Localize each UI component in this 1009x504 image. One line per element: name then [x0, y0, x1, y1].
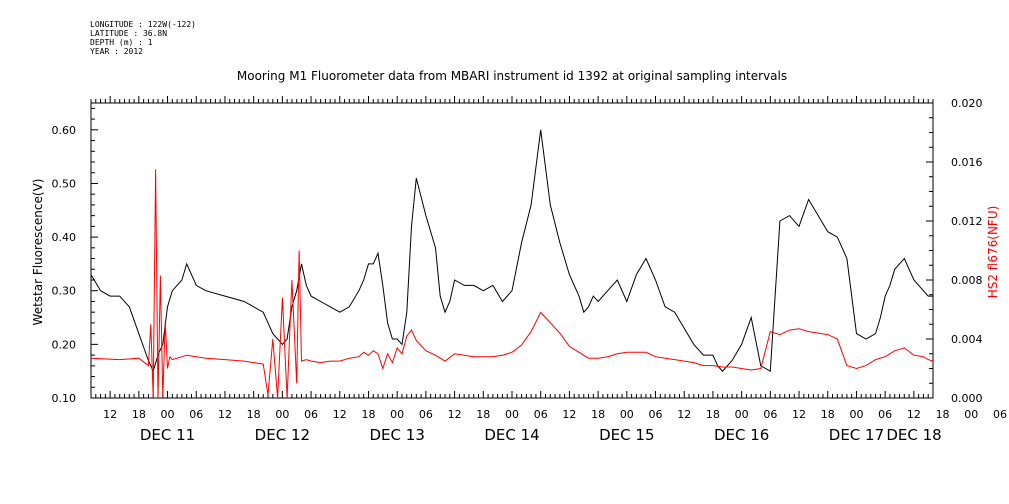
- x-tick-label: 06: [763, 408, 777, 421]
- y-tick-label-right: 0.000: [951, 392, 983, 405]
- x-tick-label: 12: [562, 408, 576, 421]
- x-tick-label: 00: [505, 408, 519, 421]
- date-label: DEC 18: [886, 426, 941, 444]
- date-label: DEC 12: [255, 426, 310, 444]
- x-tick-label: 18: [591, 408, 605, 421]
- y-axis-label-left: Wetstar Fluorescence(V): [31, 179, 45, 326]
- x-tick-label: 00: [620, 408, 634, 421]
- x-tick-label: 06: [878, 408, 892, 421]
- x-tick-label: 12: [448, 408, 462, 421]
- year-label: YEAR : 2012: [90, 47, 143, 56]
- y-tick-label-left: 0.20: [52, 338, 77, 351]
- x-tick-label: 12: [792, 408, 806, 421]
- series-lines: [90, 129, 934, 399]
- axis-ticks: [90, 96, 934, 399]
- y-tick-label-left: 0.50: [52, 177, 77, 190]
- x-tick-label: 06: [189, 408, 203, 421]
- x-tick-label: 18: [132, 408, 146, 421]
- date-label: DEC 13: [370, 426, 425, 444]
- longitude-label: LONGITUDE : 122W(-122): [90, 20, 196, 29]
- wetstar-fluorescence-line: [90, 129, 933, 373]
- y-axis-label-right: HS2 fl676(NFU): [986, 206, 1000, 299]
- y-tick-label-left: 0.40: [52, 231, 77, 244]
- date-label: DEC 15: [599, 426, 654, 444]
- date-label: DEC 11: [140, 426, 195, 444]
- x-tick-label: 12: [103, 408, 117, 421]
- x-tick-label: 18: [821, 408, 835, 421]
- y-tick-label-left: 0.30: [52, 285, 77, 298]
- x-tick-label: 18: [706, 408, 720, 421]
- x-tick-label: 00: [964, 408, 978, 421]
- x-tick-label: 12: [218, 408, 232, 421]
- y-tick-label-right: 0.008: [951, 274, 983, 287]
- x-tick-label: 12: [677, 408, 691, 421]
- latitude-label: LATITUDE : 36.8N: [90, 29, 168, 38]
- x-tick-label: 18: [247, 408, 261, 421]
- y-tick-label-right: 0.020: [951, 97, 983, 110]
- y-tick-label-right: 0.012: [951, 215, 983, 228]
- axis-tick-labels: 12 18 00 06 12 18 00 06 12 18 00 06 12 18 00 06 12 18 00 06…: [52, 97, 1007, 444]
- x-tick-label: 06: [993, 408, 1007, 421]
- x-tick-label: 06: [649, 408, 663, 421]
- x-tick-label: 06: [419, 408, 433, 421]
- x-tick-label: 06: [304, 408, 318, 421]
- date-label: DEC 14: [484, 426, 539, 444]
- x-tick-label: 18: [476, 408, 490, 421]
- x-tick-label: 00: [161, 408, 175, 421]
- x-tick-label: 12: [333, 408, 347, 421]
- x-tick-label: 00: [390, 408, 404, 421]
- metadata-block: LONGITUDE : 122W(-122) LATITUDE : 36.8N …: [90, 20, 196, 56]
- x-tick-label: 00: [275, 408, 289, 421]
- x-tick-label: 18: [936, 408, 950, 421]
- date-label: DEC 16: [714, 426, 769, 444]
- hs2-fl676-line: [90, 169, 934, 399]
- chart-title: Mooring M1 Fluorometer data from MBARI i…: [237, 69, 787, 83]
- x-tick-label: 18: [361, 408, 375, 421]
- y-tick-label-left: 0.10: [52, 392, 77, 405]
- plot-frame: [90, 102, 934, 399]
- x-tick-label: 00: [735, 408, 749, 421]
- x-tick-label: 12: [907, 408, 921, 421]
- y-tick-label-left: 0.60: [52, 124, 77, 137]
- x-tick-label: 00: [849, 408, 863, 421]
- x-tick-label: 06: [534, 408, 548, 421]
- depth-label: DEPTH (m) : 1: [90, 38, 153, 47]
- y-tick-label-right: 0.016: [951, 156, 983, 169]
- date-label: DEC 17: [829, 426, 884, 444]
- y-tick-label-right: 0.004: [951, 333, 983, 346]
